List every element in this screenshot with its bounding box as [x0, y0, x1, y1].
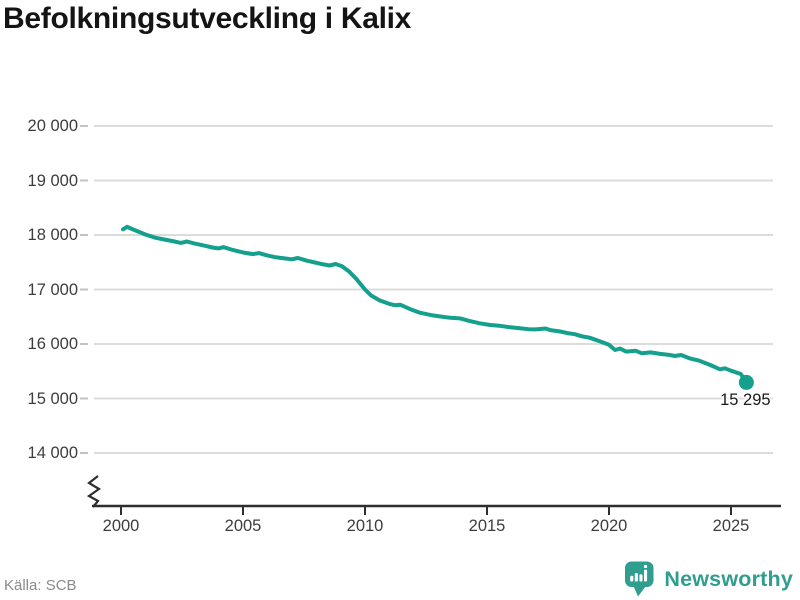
x-axis-tick-label: 2025	[712, 517, 750, 535]
gridlines	[94, 125, 773, 454]
y-axis-tick-label: 15 000	[27, 389, 78, 408]
y-axis-tick-label: 16 000	[27, 335, 78, 353]
y-axis-tick-label: 18 000	[27, 226, 78, 244]
y-axis-tick-marks	[80, 125, 88, 454]
x-axis-tick-label: 2000	[102, 517, 140, 535]
chart-title: Befolkningsutveckling i Kalix	[3, 2, 412, 35]
y-axis-tick-label: 14 000	[27, 444, 78, 462]
x-axis-tick-label: 2005	[224, 517, 262, 535]
newsworthy-logo-text: Newsworthy	[664, 567, 793, 591]
x-axis-tick-label: 2010	[346, 517, 384, 535]
y-axis-tick-label: 20 000	[27, 117, 78, 135]
last-value-label: 15 295	[720, 391, 771, 410]
axis-break-icon	[86, 475, 102, 508]
y-axis-tick-label: 19 000	[27, 171, 78, 190]
bar-chart-speech-bubble-icon	[625, 561, 654, 597]
x-axis-tick-marks	[120, 507, 732, 515]
last-point-dot	[738, 374, 754, 390]
x-axis-tick-label: 2020	[590, 517, 628, 535]
population-line	[121, 224, 749, 385]
x-axis-tick-label: 2015	[468, 517, 506, 535]
source-note: Källa: SCB	[4, 577, 77, 594]
newsworthy-logo: Newsworthy	[624, 561, 793, 599]
y-axis-tick-label: 17 000	[27, 280, 78, 299]
